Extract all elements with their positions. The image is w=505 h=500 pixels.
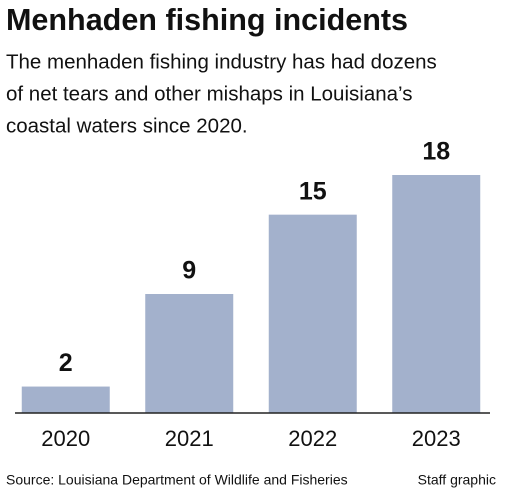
subtitle: of net tears and other mishaps in Louisi… [6,82,412,105]
x-tick-label: 2023 [412,426,461,451]
x-tick-label: 2020 [41,426,90,451]
credit: Staff graphic [418,472,496,488]
value-label: 9 [182,257,196,285]
bar [21,386,110,413]
bar [392,175,481,413]
value-label: 2 [59,349,73,377]
source: Source: Louisiana Department of Wildlife… [6,472,348,488]
x-tick-label: 2022 [288,426,337,451]
chart-title: Menhaden fishing incidents [6,2,408,37]
subtitle: coastal waters since 2020. [6,114,248,137]
x-tick-label: 2021 [165,426,214,451]
value-label: 15 [299,177,327,205]
bar [145,294,234,413]
value-label: 18 [422,138,450,166]
bar [268,214,357,413]
subtitle: The menhaden fishing industry has had do… [6,50,437,73]
